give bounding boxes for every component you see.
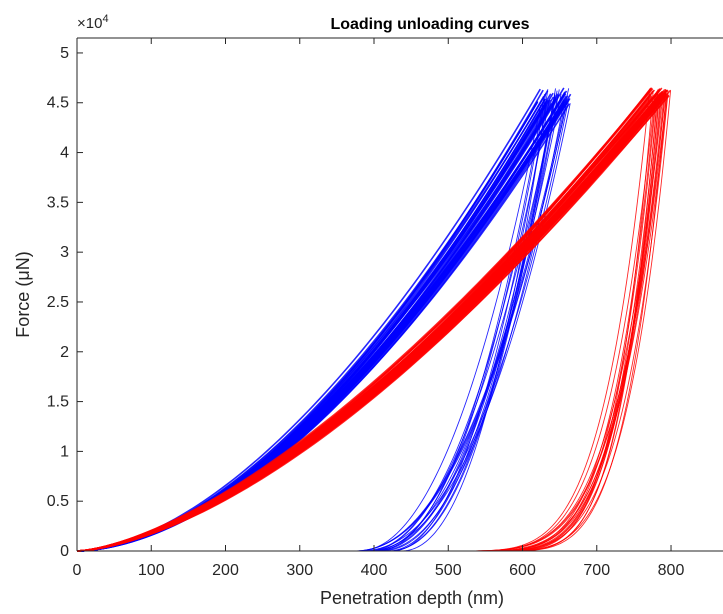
x-tick-label: 200 — [212, 562, 239, 579]
series-1-loading-curve — [76, 87, 653, 552]
x-tick-label: 300 — [286, 562, 313, 579]
chart-title: Loading unloading curves — [330, 16, 529, 33]
x-tick-label: 500 — [435, 562, 462, 579]
y-tick-label: 0 — [60, 543, 69, 560]
plot-area — [77, 38, 723, 551]
y-axis-exponent: ×104 — [77, 13, 109, 32]
y-tick-label: 4.5 — [47, 95, 69, 112]
series-1-loading-curve — [76, 90, 651, 552]
series-1-loading-curve — [76, 93, 668, 552]
y-tick-label: 0.5 — [47, 493, 69, 510]
y-tick-label: 1 — [60, 443, 69, 460]
x-tick-label: 0 — [73, 562, 82, 579]
y-tick-label: 3.5 — [47, 194, 69, 211]
y-axis-exponent-power: 4 — [102, 13, 108, 25]
y-tick-label: 1.5 — [47, 394, 69, 411]
x-tick-label: 400 — [361, 562, 388, 579]
series-1 — [76, 87, 672, 552]
y-axis-label: Force (μN) — [13, 251, 33, 337]
series-0-unloading-curve — [319, 101, 569, 552]
x-tick-label: 100 — [138, 562, 165, 579]
x-tick-label: 800 — [658, 562, 685, 579]
y-axis-exponent-base: ×10 — [77, 15, 102, 32]
y-tick-label: 2.5 — [47, 294, 69, 311]
y-tick-label: 5 — [60, 45, 69, 62]
y-tick-label: 3 — [60, 244, 69, 261]
series-0-loading-curve — [76, 91, 566, 552]
series-0-unloading-curve — [343, 101, 565, 552]
series-0-unloading-curve — [311, 105, 542, 552]
x-tick-label: 600 — [509, 562, 536, 579]
y-tick-label: 4 — [60, 145, 69, 162]
y-tick-label: 2 — [60, 344, 69, 361]
series-1-loading-curve — [76, 88, 661, 552]
x-axis-label: Penetration depth (nm) — [320, 588, 504, 608]
axes-layer: 0 100 200 300 400 500 600 700 800 0 0.5 1 1.5 2 2.5 3 3.… — [47, 37, 723, 579]
curves-layer — [76, 87, 672, 552]
x-tick-label: 700 — [583, 562, 610, 579]
